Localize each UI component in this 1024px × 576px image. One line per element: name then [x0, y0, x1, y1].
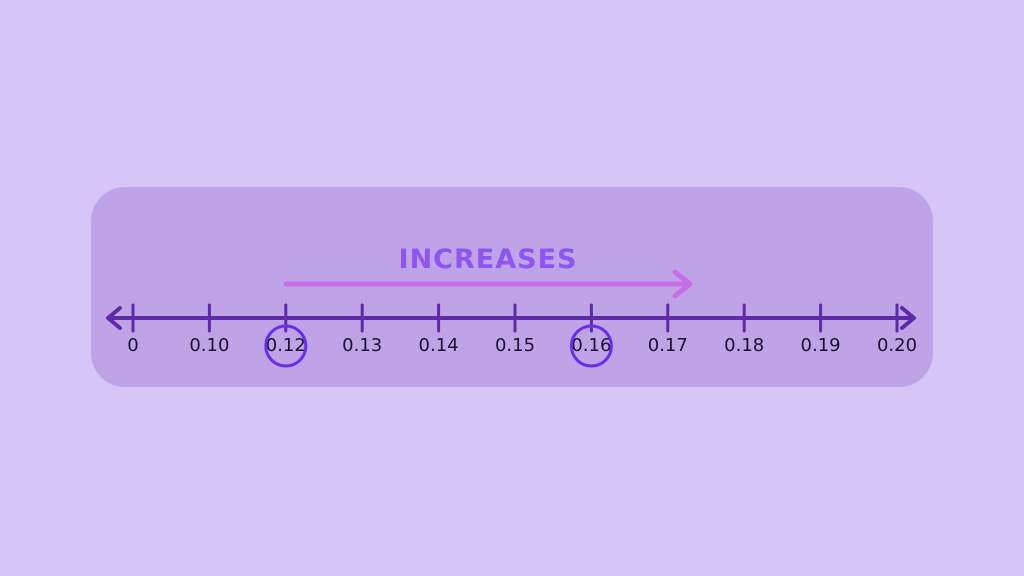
- tick-label-0-10: 0.10: [189, 335, 229, 356]
- right-arrowhead: [900, 306, 916, 330]
- tick-label-0-14: 0.14: [419, 335, 459, 356]
- tick-label-0-17: 0.17: [648, 335, 688, 356]
- tick-label-0-12: 0.12: [266, 335, 306, 356]
- tick-label-0-20: 0.20: [877, 335, 917, 356]
- tick-labels: 0 0.10 0.12 0.13 0.14 0.15 0.16 0.17 0.18 0.19 0.2…: [127, 335, 917, 356]
- tick-label-0-16: 0.16: [571, 335, 611, 356]
- tick-label-0-19: 0.19: [801, 335, 841, 356]
- tick-label-0-18: 0.18: [724, 335, 764, 356]
- increases-caption: INCREASES: [399, 244, 578, 275]
- left-arrowhead: [106, 306, 122, 330]
- highlight-circle-0-12: [264, 324, 308, 368]
- number-line-panel: [91, 187, 933, 387]
- tick-label-0-15: 0.15: [495, 335, 535, 356]
- tick-label-0: 0: [127, 335, 138, 356]
- highlight-circle-0-16: [569, 324, 613, 368]
- highlight-circles: [264, 324, 613, 368]
- number-line-axis: [106, 306, 916, 330]
- increase-arrow: [283, 269, 693, 299]
- tick-label-0-13: 0.13: [342, 335, 382, 356]
